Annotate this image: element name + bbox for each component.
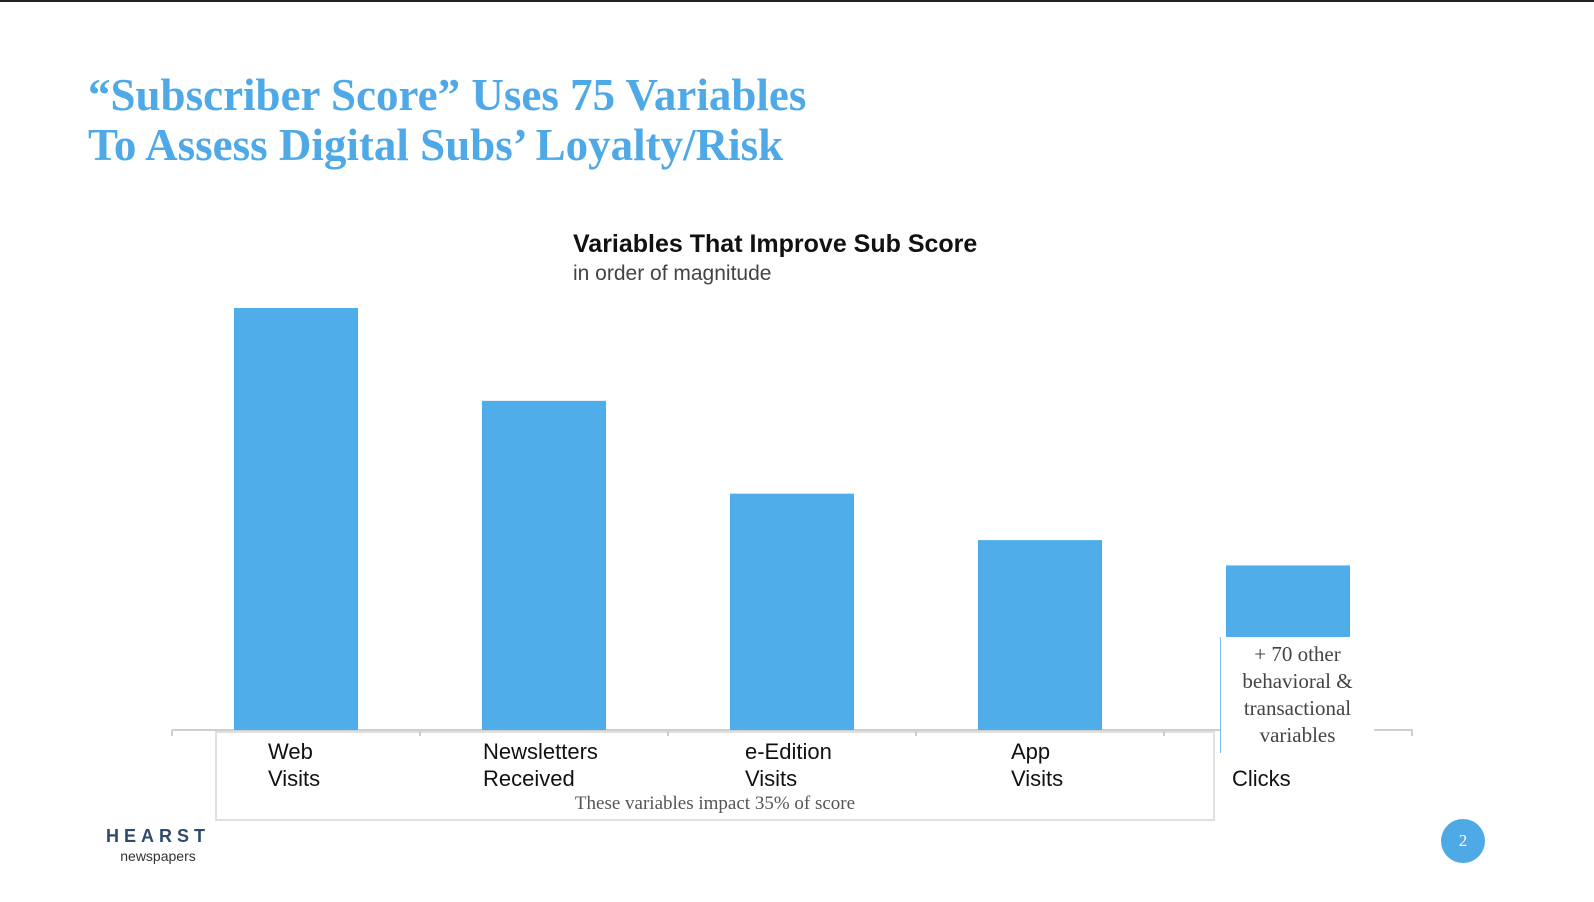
impact-note: These variables impact 35% of score [574,793,856,814]
bar-3 [978,540,1102,730]
x-tick-label: Web Visits [268,739,321,791]
bar-1 [482,400,606,730]
x-tick-label: Clicks [1232,766,1291,791]
x-tick-label: App Visits [1011,739,1064,791]
other-variables-note: + 70 other behavioral & transactional va… [1220,637,1374,753]
slide-title-line-1: “Subscriber Score” Uses 75 Variables [88,70,807,120]
logo-wordmark: HEARST [105,826,210,846]
hearst-logo: HEARST newspapers [96,826,220,864]
top-rule [0,0,1594,2]
bar-0 [234,308,358,730]
x-tick-label: Newsletters Received [483,739,598,791]
impact-box: These variables impact 35% of score [215,731,1215,821]
logo-subtitle: newspapers [120,848,196,864]
chart-title: Variables That Improve Sub Score [573,230,978,258]
slide-title-line-2: To Assess Digital Subs’ Loyalty/Risk [88,120,784,170]
slide-title: “Subscriber Score” Uses 75 Variables To … [88,70,806,170]
chart-subtitle: in order of magnitude [573,262,772,285]
x-tick-label: e-Edition Visits [745,739,832,791]
page-number-badge: 2 [1441,819,1485,863]
bar-2 [730,493,854,730]
